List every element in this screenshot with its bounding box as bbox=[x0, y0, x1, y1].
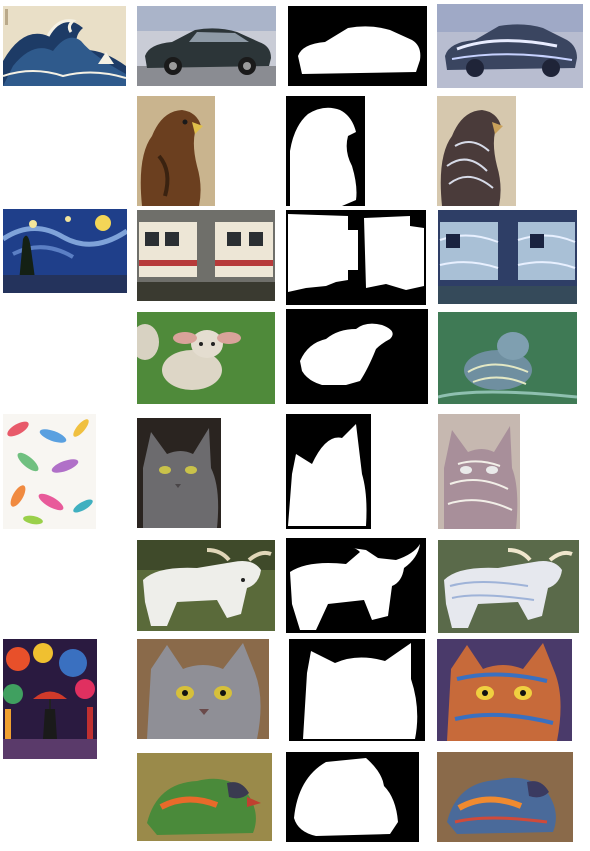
content-image-eagle bbox=[137, 96, 215, 206]
content-image-lamb bbox=[137, 312, 275, 404]
content-image-cat-face bbox=[137, 639, 269, 739]
content-image-car bbox=[137, 6, 276, 86]
result-image-bird bbox=[437, 752, 573, 842]
content-image-cow bbox=[137, 540, 275, 631]
style-image-starry-night bbox=[3, 209, 127, 293]
result-image-gray-cat bbox=[438, 414, 520, 529]
mask-image-cow bbox=[286, 538, 426, 633]
mask-image-bird bbox=[286, 752, 419, 842]
result-image-train bbox=[438, 210, 577, 304]
result-image-eagle bbox=[437, 96, 516, 206]
result-image-car bbox=[437, 4, 583, 88]
mask-image-train bbox=[286, 210, 426, 305]
style-image-feathers bbox=[3, 414, 96, 529]
mask-image-eagle bbox=[286, 96, 365, 206]
content-image-bird bbox=[137, 753, 272, 841]
result-image-lamb bbox=[438, 312, 577, 404]
mask-image-gray-cat bbox=[286, 414, 371, 529]
mask-image-lamb bbox=[286, 309, 428, 404]
mask-image-cat-face bbox=[289, 639, 425, 741]
style-image-rain-umbrella-painting bbox=[3, 639, 97, 759]
content-image-train bbox=[137, 210, 275, 301]
content-image-gray-cat bbox=[137, 418, 221, 528]
mask-image-car bbox=[288, 6, 427, 86]
style-image-great-wave bbox=[3, 6, 126, 86]
result-image-cat-face bbox=[437, 639, 572, 741]
result-image-cow bbox=[438, 540, 579, 633]
